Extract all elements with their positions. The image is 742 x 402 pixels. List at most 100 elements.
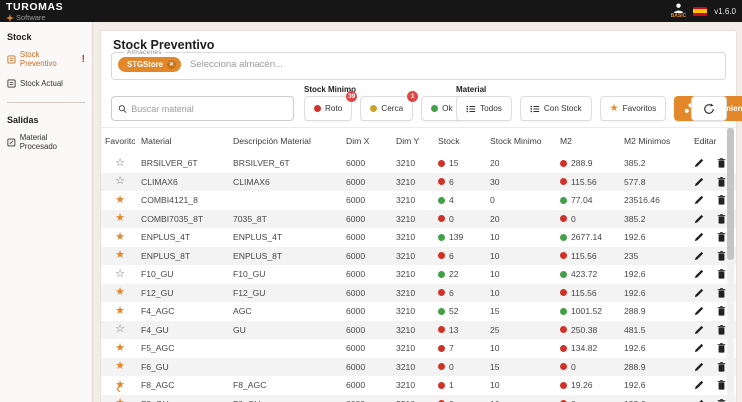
favorite-star[interactable]: ☆ (115, 268, 125, 280)
col-favorito[interactable]: Favorito (105, 136, 135, 146)
dim-x-cell: 6000 (346, 380, 366, 391)
table-scrollbar[interactable] (727, 127, 734, 402)
m2-minimos-cell: 192.6 (624, 287, 646, 298)
stock-minimo-cell: 20 (490, 158, 500, 169)
favorite-star[interactable]: ★ (115, 305, 125, 317)
delete-button[interactable] (717, 232, 726, 242)
col-m2-minimos[interactable]: M2 Minimos (624, 136, 671, 146)
stock-minimo-cell: 25 (490, 324, 500, 335)
sidebar-item-stock-preventivo[interactable]: Stock Preventivo ! (7, 50, 85, 68)
trash-icon (717, 158, 726, 168)
sidebar-item-material-procesado[interactable]: Material Procesado (7, 133, 85, 151)
favorite-star[interactable]: ★ (115, 287, 125, 299)
col-stock[interactable]: Stock (438, 136, 460, 146)
delete-button[interactable] (717, 195, 726, 205)
edit-button[interactable] (694, 325, 704, 335)
table-row: ☆ F10_GU F10_GU 6000 3210 22 10 423.72 1… (101, 265, 736, 284)
col-editar: Editar (694, 136, 717, 146)
edit-button[interactable] (694, 232, 704, 242)
sidebar-item-label: Stock Preventivo (19, 50, 57, 68)
filter-ok-button[interactable]: Ok (421, 96, 463, 121)
favorite-star[interactable]: ★ (115, 361, 125, 373)
filter-con-stock-button[interactable]: Con Stock (519, 96, 592, 121)
material-search[interactable] (111, 96, 294, 121)
scrollbar-thumb[interactable] (727, 128, 734, 260)
favorite-star[interactable]: ★ (115, 250, 125, 262)
pencil-icon (694, 270, 704, 279)
m2-status-dot (560, 178, 567, 186)
col-material[interactable]: Material (141, 136, 172, 146)
favorite-star[interactable]: ★ (115, 342, 125, 354)
sidebar-item-stock-actual[interactable]: Stock Actual (7, 79, 85, 88)
favorite-star[interactable]: ★ (115, 379, 125, 391)
delete-button[interactable] (717, 380, 726, 390)
delete-button[interactable] (717, 306, 726, 316)
edit-button[interactable] (694, 288, 704, 298)
delete-button[interactable] (717, 324, 726, 335)
filter-todos-button[interactable]: Todos (456, 96, 512, 121)
edit-button[interactable] (694, 177, 704, 187)
edit-button[interactable] (694, 399, 704, 402)
edit-button[interactable] (694, 380, 704, 390)
col-descripcion[interactable]: Descripción Material (233, 136, 311, 146)
filter-favoritos-button[interactable]: ★ Favoritos (599, 96, 667, 121)
favorite-star[interactable]: ★ (115, 213, 125, 225)
m2-cell: 288.9 (554, 158, 618, 168)
table-row: ★ F8_AGC F8_AGC 6000 3210 1 10 19.26 192… (101, 376, 736, 395)
sidebar-collapse-chevron[interactable]: ‹ (116, 380, 121, 397)
filter-favoritos-label: Favoritos (622, 104, 657, 113)
dim-y-cell: 3210 (396, 176, 416, 187)
favorite-star[interactable]: ☆ (115, 324, 125, 336)
delete-button[interactable] (717, 269, 726, 279)
edit-button[interactable] (694, 214, 704, 224)
delete-button[interactable] (717, 361, 726, 372)
col-stock-minimo[interactable]: Stock Minimo (490, 136, 542, 146)
delete-button[interactable] (717, 287, 726, 298)
favorite-star[interactable]: ★ (105, 398, 135, 402)
almacenes-select[interactable]: Almacenes STGStore ✕ Selecciona almacén.… (111, 49, 726, 80)
favorite-star[interactable]: ★ (115, 231, 125, 243)
edit-button[interactable] (694, 195, 704, 205)
pencil-icon (694, 344, 704, 353)
favorite-star[interactable]: ☆ (115, 157, 125, 169)
edit-button[interactable] (694, 362, 704, 372)
spain-flag-icon[interactable] (693, 6, 708, 16)
trash-icon (717, 195, 726, 205)
m2-minimos-cell: 192.6 (624, 269, 646, 280)
edit-button[interactable] (694, 343, 704, 353)
col-dim-y[interactable]: Dim Y (396, 136, 420, 146)
m2-minimos-cell: 192.6 (624, 232, 646, 243)
materials-table: Favorito Material Descripción Material D… (101, 127, 736, 402)
yellow-dot-icon (370, 105, 378, 112)
descripcion-cell: F8_GU (227, 399, 340, 402)
page-title: Stock Preventivo (113, 38, 215, 52)
edit-button[interactable] (694, 158, 704, 168)
tag-close-icon[interactable]: ✕ (166, 59, 176, 69)
filter-cerca-button[interactable]: Cerca 1 (360, 91, 419, 121)
favorite-star[interactable]: ☆ (115, 176, 125, 188)
edit-button[interactable] (694, 306, 704, 316)
delete-button[interactable] (717, 343, 726, 353)
refresh-button[interactable] (691, 96, 727, 121)
search-input[interactable] (131, 103, 287, 114)
list-icon (466, 105, 476, 112)
delete-button[interactable] (717, 176, 726, 187)
dim-y-cell: 3210 (396, 269, 416, 280)
almacen-tag[interactable]: STGStore ✕ (118, 56, 181, 72)
favorite-star[interactable]: ★ (115, 194, 125, 206)
table-row: ★ ENPLUS_8T ENPLUS_8T 6000 3210 6 10 115… (101, 246, 736, 265)
edit-button[interactable] (694, 269, 704, 279)
delete-button[interactable] (717, 158, 726, 168)
material-cell: F8_GU (135, 399, 227, 402)
edit-button[interactable] (694, 251, 704, 261)
stock-status-dot (438, 289, 445, 297)
user-menu[interactable]: BASIC (671, 3, 686, 19)
descripcion-cell: F8_AGC (233, 380, 267, 391)
delete-button[interactable] (717, 250, 726, 261)
col-m2[interactable]: M2 (560, 136, 572, 146)
delete-button[interactable] (717, 213, 726, 224)
filter-roto-button[interactable]: Roto 39 (304, 91, 358, 121)
dim-y-cell: 3210 (396, 324, 416, 335)
col-dim-x[interactable]: Dim X (346, 136, 370, 146)
stock-minimo-cell: 10 (490, 287, 500, 298)
